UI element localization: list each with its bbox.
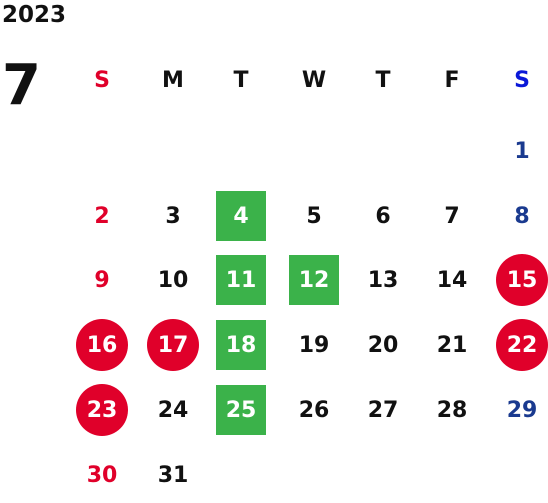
calendar-day[interactable]: 12: [289, 255, 339, 305]
calendar-day[interactable]: 18: [216, 320, 266, 370]
weekday-header: T: [233, 68, 249, 93]
calendar-day[interactable]: 21: [436, 332, 468, 358]
weekday-header: T: [375, 68, 391, 93]
calendar-day[interactable]: 10: [157, 267, 189, 293]
weekday-header: S: [514, 68, 530, 93]
calendar-day[interactable]: 2: [94, 203, 110, 229]
calendar-day[interactable]: 11: [216, 255, 266, 305]
weekday-header: S: [94, 68, 110, 93]
calendar-day[interactable]: 8: [514, 203, 530, 229]
calendar-day[interactable]: 23: [76, 384, 128, 436]
calendar-day[interactable]: 29: [506, 397, 538, 423]
calendar-day[interactable]: 24: [157, 397, 189, 423]
calendar-day[interactable]: 1: [514, 138, 530, 164]
calendar-day[interactable]: 17: [147, 319, 199, 371]
calendar-day[interactable]: 14: [436, 267, 468, 293]
calendar-day[interactable]: 30: [86, 462, 118, 488]
weekday-header: W: [301, 68, 327, 93]
calendar-day[interactable]: 4: [216, 191, 266, 241]
calendar-day[interactable]: 20: [367, 332, 399, 358]
calendar-day[interactable]: 9: [94, 267, 110, 293]
weekday-header: M: [162, 68, 184, 93]
calendar-day[interactable]: 26: [298, 397, 330, 423]
calendar-day[interactable]: 22: [496, 319, 548, 371]
calendar-year: 2023: [2, 2, 67, 28]
calendar-day[interactable]: 31: [157, 462, 189, 488]
calendar-day[interactable]: 15: [496, 254, 548, 306]
calendar-day[interactable]: 25: [216, 385, 266, 435]
calendar-day[interactable]: 6: [375, 203, 391, 229]
calendar-day[interactable]: 7: [444, 203, 460, 229]
calendar-day[interactable]: 13: [367, 267, 399, 293]
calendar-day[interactable]: 27: [367, 397, 399, 423]
calendar-day[interactable]: 16: [76, 319, 128, 371]
calendar-month: 7: [2, 53, 41, 118]
calendar-day[interactable]: 3: [165, 203, 181, 229]
calendar-day[interactable]: 5: [306, 203, 322, 229]
weekday-header: F: [444, 68, 460, 93]
calendar-day[interactable]: 28: [436, 397, 468, 423]
calendar-day[interactable]: 19: [298, 332, 330, 358]
